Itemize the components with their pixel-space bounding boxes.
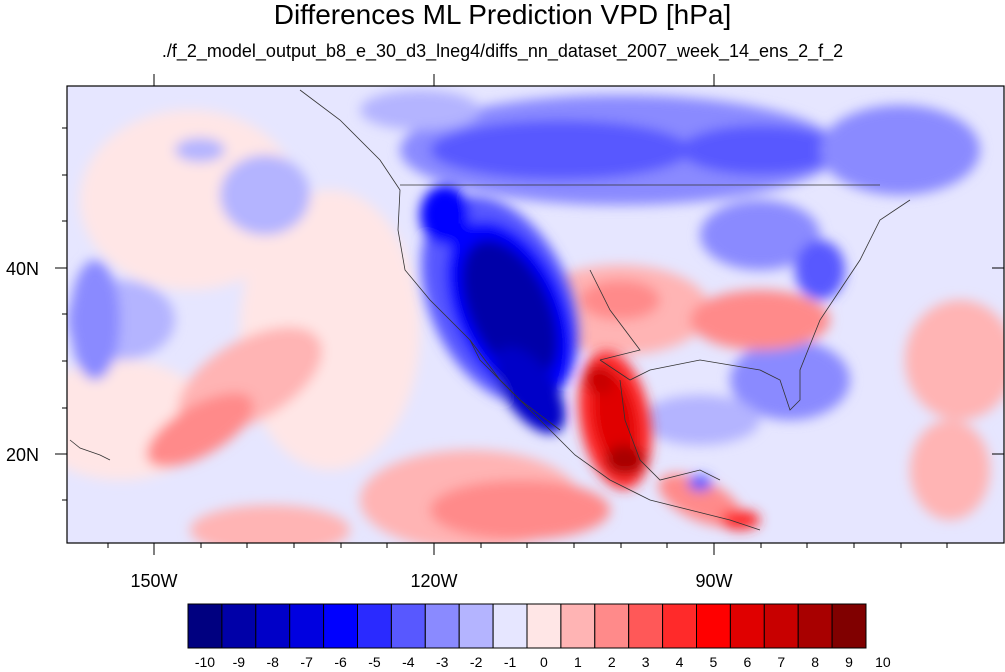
colorbar-swatch bbox=[594, 603, 630, 649]
lat-tick-label: 20N bbox=[6, 445, 40, 465]
colorbar-swatch bbox=[357, 603, 392, 649]
lon-tick-label: 150W bbox=[130, 571, 178, 591]
colorbar-swatch bbox=[458, 603, 494, 649]
lon-tick-label: 120W bbox=[410, 571, 458, 591]
colorbar-tick-label: -10 bbox=[194, 654, 216, 670]
colorbar-swatch bbox=[696, 603, 731, 649]
colorbar-swatch bbox=[797, 603, 833, 649]
colorbar-tick-label: 2 bbox=[607, 654, 616, 670]
colorbar-tick-label: 5 bbox=[709, 654, 718, 670]
colorbar-swatch bbox=[289, 603, 325, 649]
colorbar-tick-label: 4 bbox=[675, 654, 684, 670]
colorbar-swatch bbox=[526, 603, 562, 649]
colorbar-swatch bbox=[187, 603, 223, 649]
colorbar-tick-label: -8 bbox=[266, 654, 279, 670]
lat-tick-label: 40N bbox=[6, 259, 40, 279]
colorbar-tick-label: 3 bbox=[641, 654, 650, 670]
colorbar-tick-label: -5 bbox=[368, 654, 381, 670]
colorbar-swatch bbox=[729, 603, 765, 649]
colorbar-tick-label: 10 bbox=[875, 654, 891, 670]
colorbar-swatch bbox=[221, 603, 257, 649]
colorbar-tick-label: 9 bbox=[845, 654, 853, 670]
colorbar-tick-label: 0 bbox=[540, 654, 548, 670]
colorbar-tick-label: -7 bbox=[300, 654, 313, 670]
colorbar-tick-label: 6 bbox=[743, 654, 752, 670]
colorbar-swatch bbox=[628, 603, 664, 649]
colorbar-tick-label: -9 bbox=[232, 654, 246, 670]
colorbar-swatch bbox=[763, 603, 799, 649]
colorbar-tick-label: -6 bbox=[334, 654, 347, 670]
map-title: Differences ML Prediction VPD [hPa] bbox=[273, 0, 732, 30]
minor-ticks bbox=[62, 127, 948, 548]
colorbar-tick-label: 8 bbox=[811, 654, 820, 670]
colorbar-swatch bbox=[424, 603, 460, 649]
colorbar-tick-label: -1 bbox=[503, 654, 517, 670]
colorbar-swatch bbox=[560, 603, 596, 649]
colorbar-swatch bbox=[831, 603, 867, 649]
colorbar-swatch bbox=[492, 603, 528, 649]
colorbar-tick-label: 7 bbox=[777, 654, 786, 670]
colorbar-swatch bbox=[255, 603, 291, 649]
coastlines bbox=[69, 89, 911, 531]
colorbar-tick-label: -2 bbox=[469, 654, 483, 670]
colorbar-tick-label: -4 bbox=[402, 654, 415, 670]
colorbar-swatch bbox=[323, 603, 359, 649]
colorbar-swatch bbox=[662, 603, 697, 649]
lon-tick-label: 90W bbox=[695, 571, 733, 591]
colorbar-swatch bbox=[390, 603, 426, 649]
colorbar-tick-label: -3 bbox=[436, 654, 449, 670]
colorbar-tick-label: 1 bbox=[573, 654, 582, 670]
axis-ticks bbox=[55, 74, 1004, 555]
field-fill bbox=[67, 86, 1004, 543]
map-subtitle: ./f_2_model_output_b8_e_30_d3_lneg4/diff… bbox=[161, 41, 844, 61]
